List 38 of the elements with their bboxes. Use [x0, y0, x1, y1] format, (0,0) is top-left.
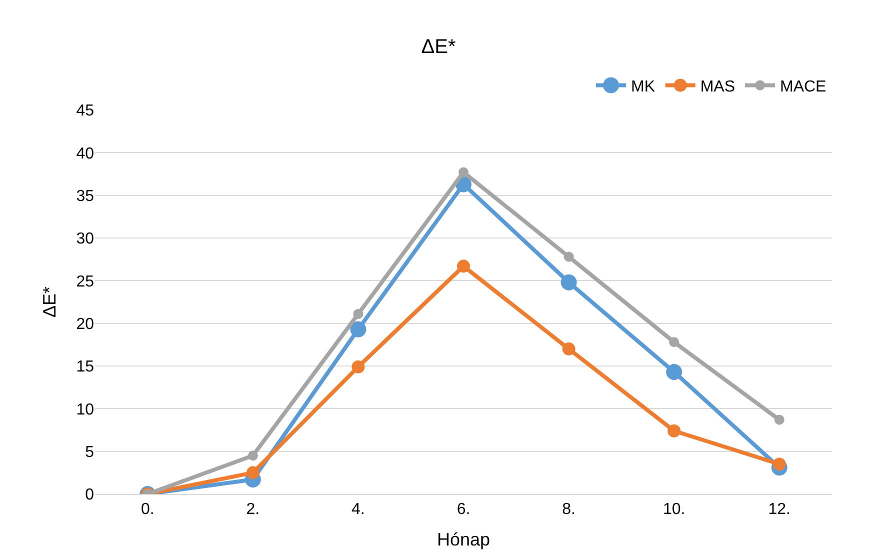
- point: [246, 466, 260, 480]
- point: [458, 167, 468, 178]
- y-tick-label: 45: [76, 102, 94, 120]
- x-tick-label: 4.: [352, 501, 365, 518]
- x-tick-label: 2.: [246, 501, 260, 518]
- point: [350, 321, 366, 338]
- point: [560, 274, 577, 290]
- y-tick-label: 20: [76, 316, 94, 333]
- x-tick-label: 12.: [768, 501, 790, 518]
- legend-label: MACE: [780, 78, 826, 96]
- y-tick-label: 10: [76, 401, 94, 418]
- point: [562, 342, 576, 356]
- point: [774, 414, 784, 425]
- point: [457, 260, 470, 273]
- x-tick-label: 10.: [662, 501, 686, 518]
- y-tick-label: 15: [76, 358, 94, 376]
- point: [666, 364, 682, 380]
- point: [564, 252, 574, 262]
- y-tick-label: 40: [76, 145, 94, 162]
- y-tick-label: 0: [85, 486, 94, 504]
- y-tick-label: 5: [85, 444, 94, 461]
- legend-label: MAS: [700, 78, 735, 96]
- y-axis-title: ΔE*: [39, 286, 60, 318]
- legend-label: MK: [631, 78, 656, 96]
- point: [352, 360, 365, 374]
- point: [668, 424, 681, 438]
- y-tick-label: 35: [76, 188, 94, 205]
- point: [772, 458, 786, 471]
- x-axis-title: Hónap: [436, 529, 490, 550]
- point: [248, 450, 258, 461]
- point: [669, 337, 680, 348]
- x-tick-label: 8.: [562, 501, 576, 518]
- chart-title: ΔE*: [421, 36, 456, 58]
- y-tick-label: 30: [76, 230, 94, 248]
- x-tick-label: 6.: [456, 501, 470, 518]
- x-tick-label: 0.: [140, 501, 154, 518]
- y-tick-label: 25: [76, 273, 94, 290]
- point: [353, 308, 364, 319]
